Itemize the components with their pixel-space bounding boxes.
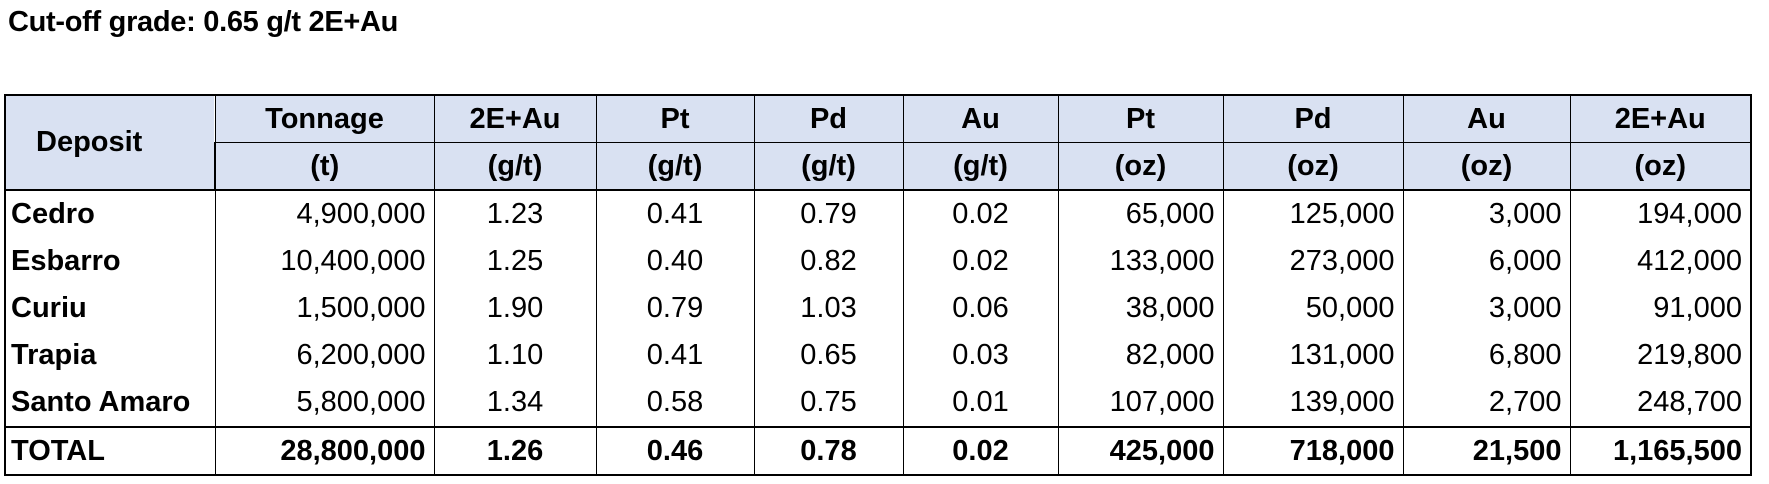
cell-pt-grade: 0.58 — [595, 379, 755, 427]
table-row: Santo Amaro 5,800,000 1.34 0.58 0.75 0.0… — [4, 379, 1752, 427]
page-title: Cut-off grade: 0.65 g/t 2E+Au — [8, 6, 399, 38]
cell-tonnage: 10,400,000 — [214, 238, 435, 285]
cell-au-oz: 2,700 — [1402, 379, 1571, 427]
cell-pt-oz: 65,000 — [1057, 190, 1224, 238]
header-tonnage: Tonnage — [214, 94, 435, 143]
table-row: Esbarro 10,400,000 1.25 0.40 0.82 0.02 1… — [4, 238, 1752, 285]
unit-pt-oz: (oz) — [1057, 142, 1224, 191]
header-row-units: (t) (g/t) (g/t) (g/t) (g/t) (oz) (oz) (o… — [5, 142, 1752, 191]
header-pd-grade: Pd — [753, 94, 904, 143]
table-row: Trapia 6,200,000 1.10 0.41 0.65 0.03 82,… — [4, 332, 1752, 379]
cell-pd-oz: 131,000 — [1222, 332, 1404, 379]
deposit-name: Cedro — [4, 190, 216, 238]
cell-pt-grade: 0.41 — [595, 332, 755, 379]
header-row-names: Deposit Tonnage 2E+Au Pt Pd Au Pt Pd Au … — [4, 94, 1752, 191]
cell-pt-grade: 0.40 — [595, 238, 755, 285]
unit-2eau-oz: (oz) — [1569, 142, 1752, 191]
header-pd-oz: Pd — [1222, 94, 1404, 143]
total-pt-oz: 425,000 — [1057, 426, 1224, 476]
deposit-name: Esbarro — [4, 238, 216, 285]
total-pt-grade: 0.46 — [595, 426, 755, 476]
cell-tonnage: 5,800,000 — [214, 379, 435, 427]
cell-pd-grade: 0.79 — [753, 190, 904, 238]
cell-pd-grade: 0.75 — [753, 379, 904, 427]
cell-pd-oz: 125,000 — [1222, 190, 1404, 238]
total-pd-grade: 0.78 — [753, 426, 904, 476]
total-label: TOTAL — [4, 426, 216, 476]
cell-au-grade: 0.01 — [902, 379, 1059, 427]
cell-2eau-grade: 1.90 — [433, 285, 597, 332]
cell-pt-oz: 38,000 — [1057, 285, 1224, 332]
cell-pd-oz: 273,000 — [1222, 238, 1404, 285]
cell-2eau-grade: 1.10 — [433, 332, 597, 379]
cell-au-grade: 0.03 — [902, 332, 1059, 379]
cell-2eau-oz: 412,000 — [1569, 238, 1752, 285]
header-deposit: Deposit — [4, 94, 216, 191]
header-pt-grade: Pt — [595, 94, 755, 143]
cell-tonnage: 4,900,000 — [214, 190, 435, 238]
unit-pd-oz: (oz) — [1222, 142, 1404, 191]
deposit-name: Curiu — [4, 285, 216, 332]
cell-pt-grade: 0.79 — [595, 285, 755, 332]
header-pt-oz: Pt — [1057, 94, 1224, 143]
cell-pd-grade: 0.65 — [753, 332, 904, 379]
total-2eau-grade: 1.26 — [433, 426, 597, 476]
cell-au-grade: 0.02 — [902, 238, 1059, 285]
cell-2eau-oz: 194,000 — [1569, 190, 1752, 238]
unit-pt-grade: (g/t) — [595, 142, 755, 191]
header-2eau-grade: 2E+Au — [433, 94, 597, 143]
cell-au-oz: 6,800 — [1402, 332, 1571, 379]
cell-pd-oz: 139,000 — [1222, 379, 1404, 427]
cell-au-grade: 0.02 — [902, 190, 1059, 238]
unit-au-oz: (oz) — [1402, 142, 1571, 191]
total-tonnage: 28,800,000 — [214, 426, 435, 476]
cell-2eau-grade: 1.25 — [433, 238, 597, 285]
cell-2eau-oz: 91,000 — [1569, 285, 1752, 332]
unit-2eau-grade: (g/t) — [433, 142, 597, 191]
cell-2eau-grade: 1.23 — [433, 190, 597, 238]
header-2eau-oz: 2E+Au — [1569, 94, 1752, 143]
cell-pt-oz: 82,000 — [1057, 332, 1224, 379]
total-pd-oz: 718,000 — [1222, 426, 1404, 476]
table-row: Curiu 1,500,000 1.90 0.79 1.03 0.06 38,0… — [4, 285, 1752, 332]
resource-table: Deposit Tonnage 2E+Au Pt Pd Au Pt Pd Au … — [4, 94, 1752, 476]
total-2eau-oz: 1,165,500 — [1569, 426, 1752, 476]
deposit-name: Trapia — [4, 332, 216, 379]
unit-au-grade: (g/t) — [902, 142, 1059, 191]
cell-pt-oz: 133,000 — [1057, 238, 1224, 285]
cell-pd-oz: 50,000 — [1222, 285, 1404, 332]
cell-pd-grade: 1.03 — [753, 285, 904, 332]
cell-2eau-oz: 219,800 — [1569, 332, 1752, 379]
cell-au-oz: 6,000 — [1402, 238, 1571, 285]
total-au-oz: 21,500 — [1402, 426, 1571, 476]
cell-2eau-grade: 1.34 — [433, 379, 597, 427]
table-row: Cedro 4,900,000 1.23 0.41 0.79 0.02 65,0… — [4, 190, 1752, 238]
cell-pd-grade: 0.82 — [753, 238, 904, 285]
cell-tonnage: 1,500,000 — [214, 285, 435, 332]
cell-au-grade: 0.06 — [902, 285, 1059, 332]
cell-pt-grade: 0.41 — [595, 190, 755, 238]
cell-au-oz: 3,000 — [1402, 190, 1571, 238]
cell-2eau-oz: 248,700 — [1569, 379, 1752, 427]
header-au-grade: Au — [902, 94, 1059, 143]
cell-pt-oz: 107,000 — [1057, 379, 1224, 427]
total-au-grade: 0.02 — [902, 426, 1059, 476]
deposit-name: Santo Amaro — [4, 379, 216, 427]
unit-tonnage: (t) — [214, 142, 435, 191]
cell-tonnage: 6,200,000 — [214, 332, 435, 379]
cell-au-oz: 3,000 — [1402, 285, 1571, 332]
header-au-oz: Au — [1402, 94, 1571, 143]
total-row: TOTAL 28,800,000 1.26 0.46 0.78 0.02 425… — [4, 426, 1752, 476]
unit-pd-grade: (g/t) — [753, 142, 904, 191]
